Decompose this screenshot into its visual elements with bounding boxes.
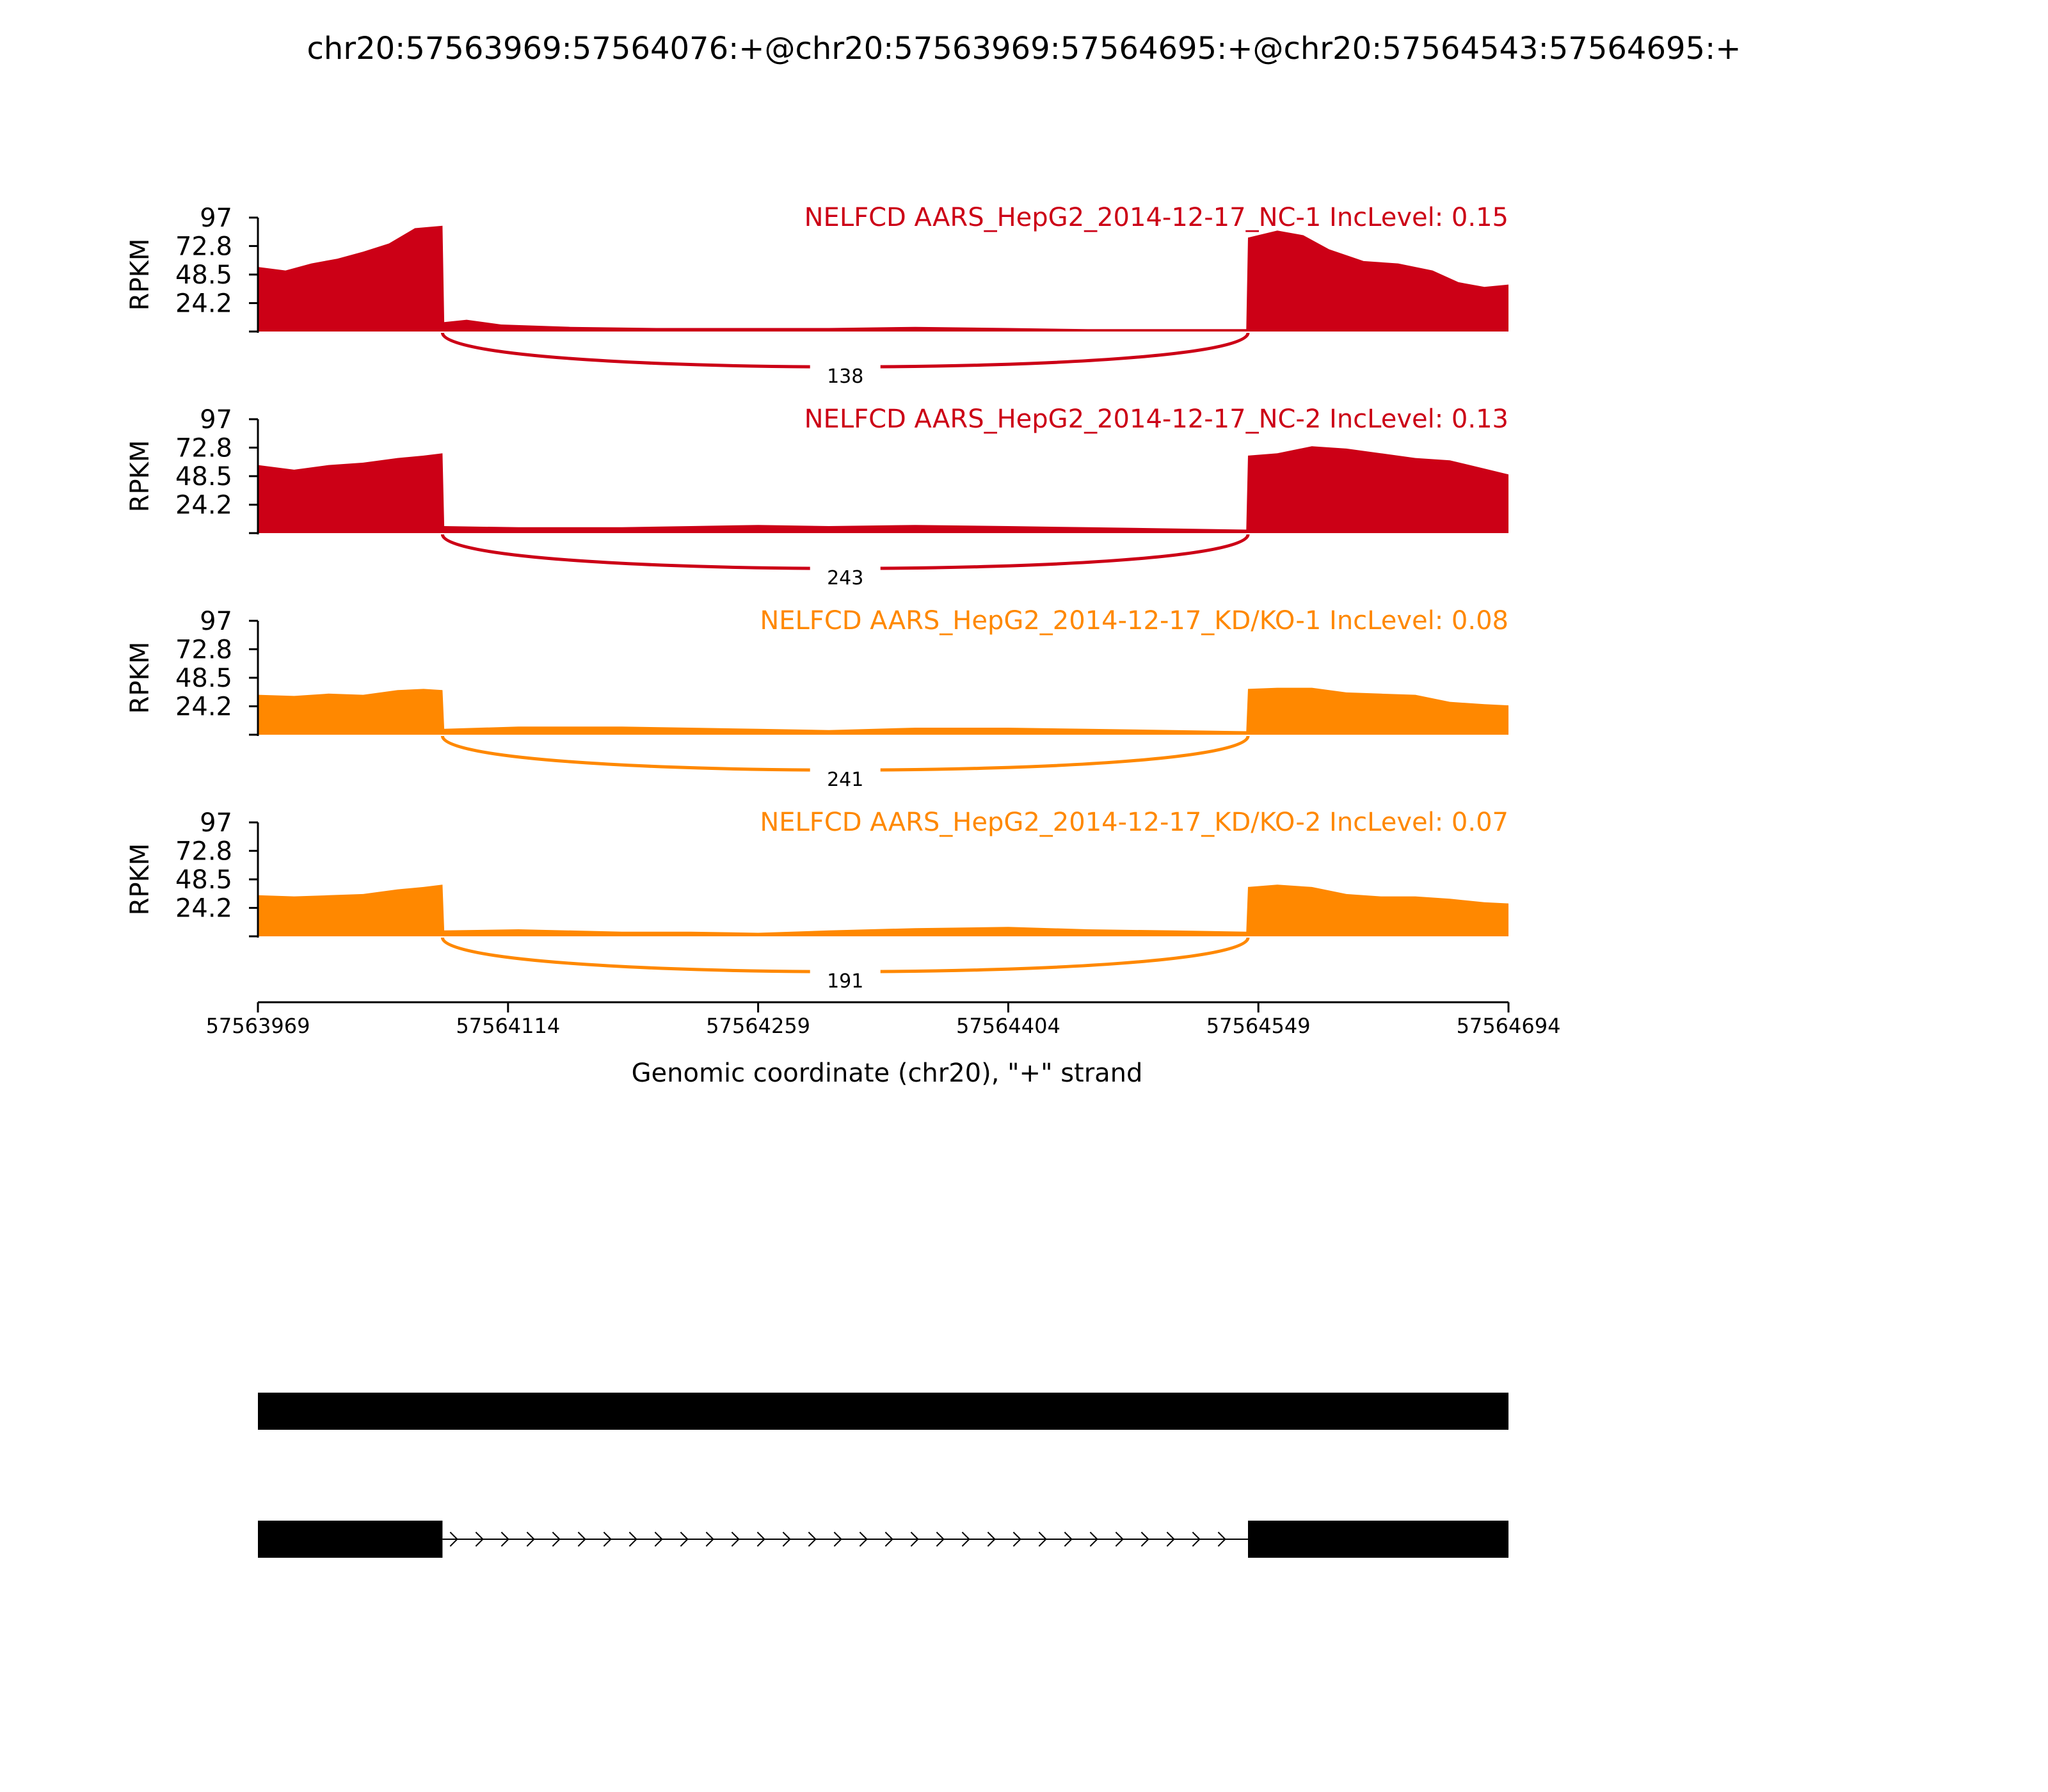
- track-4: 191 24.248.572.897 RPKM NELFCD AARS_HepG2_2…: [125, 808, 1508, 993]
- strand-arrow: [1115, 1532, 1124, 1547]
- strand-arrow: [628, 1532, 637, 1547]
- x-tick-label: 57564694: [1457, 1014, 1561, 1038]
- strand-arrow: [1038, 1532, 1047, 1547]
- track-label: NELFCD AARS_HepG2_2014-12-17_NC-1 IncLev…: [804, 203, 1508, 232]
- y-tick-label: 72.8: [175, 635, 232, 664]
- strand-arrow: [500, 1532, 509, 1547]
- x-tick-label: 57564259: [706, 1014, 810, 1038]
- strand-arrow: [552, 1532, 561, 1547]
- strand-arrow: [884, 1532, 893, 1547]
- track-label: NELFCD AARS_HepG2_2014-12-17_KD/KO-2 Inc…: [760, 808, 1508, 837]
- strand-arrow: [603, 1532, 612, 1547]
- strand-arrow: [1089, 1532, 1098, 1547]
- strand-arrow: [654, 1532, 663, 1547]
- y-tick-label: 24.2: [175, 289, 232, 319]
- y-axis-label: RPKM: [125, 440, 155, 513]
- junction-count: 138: [827, 365, 863, 388]
- strand-arrow: [731, 1532, 740, 1547]
- strand-arrow: [808, 1532, 817, 1547]
- track-label: NELFCD AARS_HepG2_2014-12-17_NC-2 IncLev…: [804, 404, 1508, 434]
- y-tick-label: 97: [200, 204, 232, 233]
- strand-arrow: [961, 1532, 970, 1547]
- strand-arrow: [833, 1532, 842, 1547]
- y-axis-label: RPKM: [125, 239, 155, 311]
- y-tick-label: 24.2: [175, 894, 232, 924]
- x-axis: 57563969 57564114 57564259 57564404 57564549…: [206, 1001, 1561, 1038]
- strand-arrow: [1140, 1532, 1149, 1547]
- strand-arrow: [987, 1532, 996, 1547]
- junction-count: 241: [827, 769, 863, 791]
- strand-arrow: [936, 1532, 945, 1547]
- track-label: NELFCD AARS_HepG2_2014-12-17_KD/KO-1 Inc…: [760, 606, 1508, 636]
- y-tick-label: 72.8: [175, 836, 232, 866]
- y-axis-label: RPKM: [125, 642, 155, 714]
- transcript-models: [258, 1393, 1508, 1558]
- coverage-area: [258, 884, 1508, 936]
- x-tick-label: 57564114: [456, 1014, 560, 1038]
- junction-count-background: [810, 763, 881, 791]
- x-tick-label: 57564549: [1206, 1014, 1311, 1038]
- exon-block: [258, 1521, 443, 1558]
- track-2: 243 24.248.572.897 RPKM NELFCD AARS_HepG2_2…: [125, 404, 1508, 589]
- coverage-area: [258, 687, 1508, 735]
- y-tick-label: 97: [200, 405, 232, 435]
- track-1: 138 24.248.572.897 RPKM NELFCD AARS_HepG2_2…: [125, 203, 1508, 388]
- strand-arrow: [1064, 1532, 1073, 1547]
- strand-arrow: [1192, 1532, 1201, 1547]
- y-tick-label: 72.8: [175, 232, 232, 261]
- strand-arrow: [577, 1532, 586, 1547]
- y-tick-label: 72.8: [175, 433, 232, 463]
- strand-arrow: [910, 1532, 919, 1547]
- strand-arrow: [859, 1532, 868, 1547]
- junction-count-background: [810, 561, 881, 589]
- y-tick-label: 97: [200, 808, 232, 838]
- x-tick-label: 57564404: [956, 1014, 1060, 1038]
- x-tick-label: 57563969: [206, 1014, 310, 1038]
- junction-count-background: [810, 964, 881, 993]
- coverage-area: [258, 446, 1508, 533]
- y-tick-label: 48.5: [175, 462, 232, 492]
- junction-count: 191: [827, 970, 863, 993]
- junction-count: 243: [827, 567, 863, 589]
- y-tick-label: 48.5: [175, 664, 232, 693]
- x-axis-label: Genomic coordinate (chr20), "+" strand: [632, 1059, 1143, 1088]
- coverage-area: [258, 225, 1508, 332]
- strand-arrow: [1166, 1532, 1175, 1547]
- strand-arrow: [449, 1532, 458, 1547]
- strand-arrow: [1012, 1532, 1021, 1547]
- strand-arrow: [1217, 1532, 1226, 1547]
- chart-title: chr20:57563969:57564076:+@chr20:57563969…: [307, 31, 1741, 67]
- y-tick-label: 24.2: [175, 692, 232, 722]
- y-tick-label: 97: [200, 607, 232, 636]
- strand-arrow: [782, 1532, 791, 1547]
- transcript-1: [258, 1393, 1508, 1430]
- strand-arrow: [526, 1532, 535, 1547]
- track-3: 241 24.248.572.897 RPKM NELFCD AARS_HepG2_2…: [125, 606, 1508, 791]
- y-axis-label: RPKM: [125, 844, 155, 916]
- strand-arrow: [475, 1532, 484, 1547]
- strand-arrow: [680, 1532, 689, 1547]
- strand-arrow: [756, 1532, 765, 1547]
- y-tick-label: 24.2: [175, 491, 232, 520]
- y-tick-label: 48.5: [175, 865, 232, 895]
- junction-count-background: [810, 360, 881, 388]
- transcript-2: [258, 1521, 1508, 1558]
- exon-block: [258, 1393, 1508, 1430]
- strand-arrow: [705, 1532, 714, 1547]
- y-tick-label: 48.5: [175, 260, 232, 290]
- exon-block: [1248, 1521, 1508, 1558]
